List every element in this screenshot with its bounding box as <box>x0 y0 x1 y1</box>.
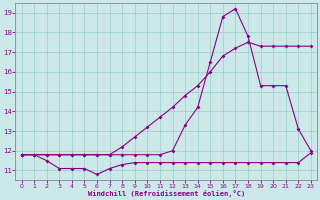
X-axis label: Windchill (Refroidissement éolien,°C): Windchill (Refroidissement éolien,°C) <box>88 190 245 197</box>
